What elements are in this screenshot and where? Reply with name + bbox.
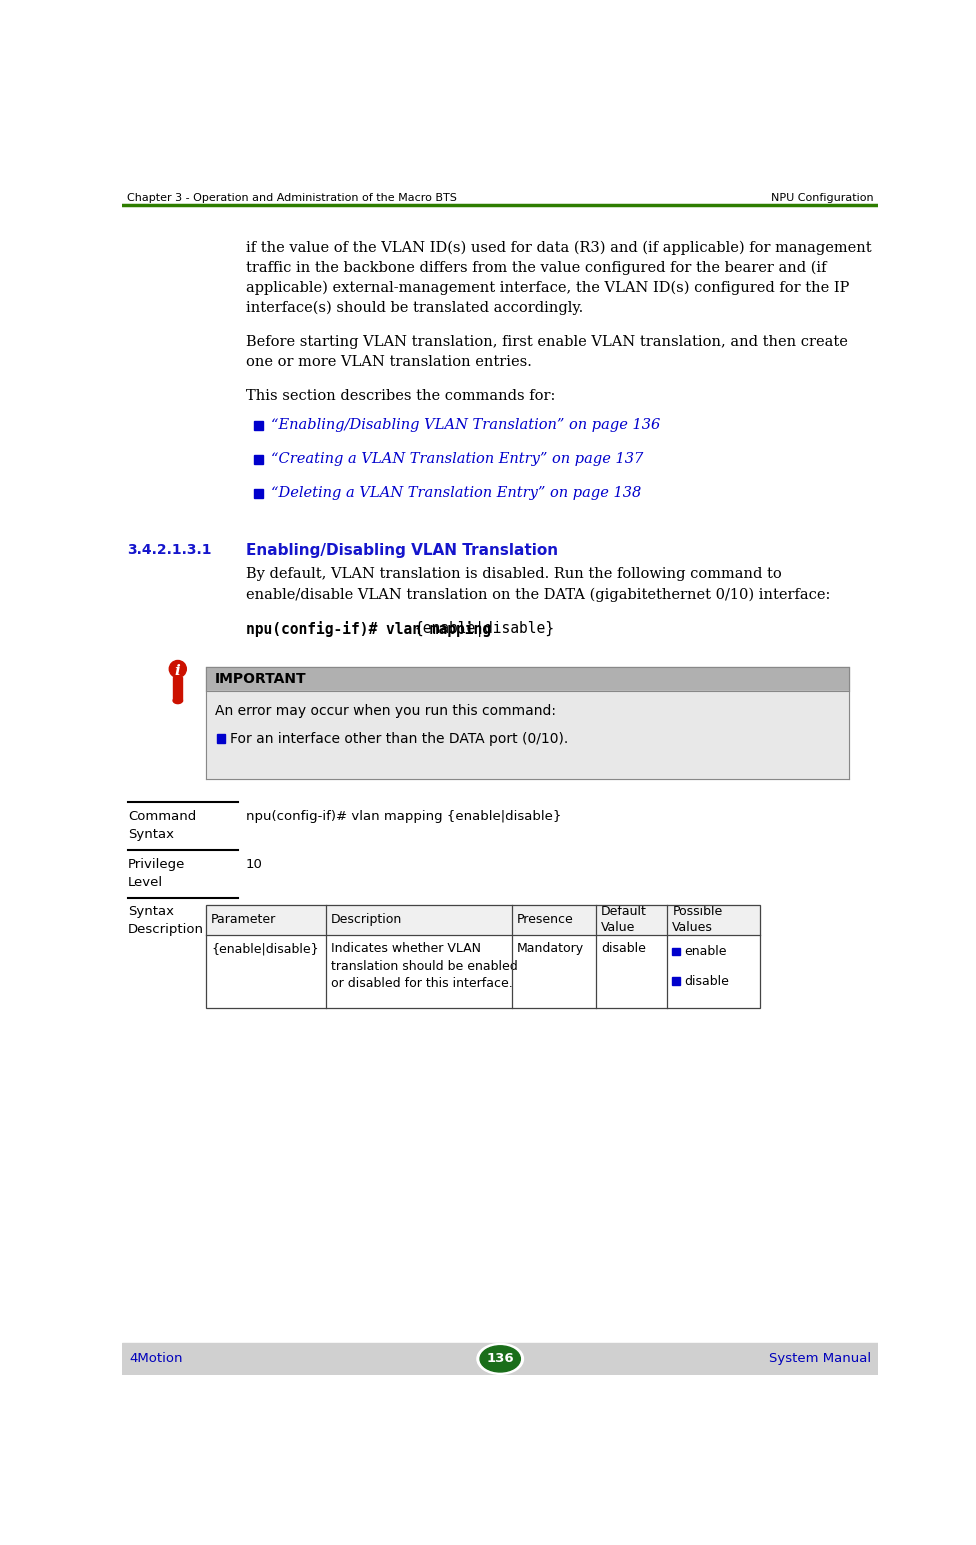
Text: Privilege
Level: Privilege Level [128, 857, 185, 888]
Bar [122, 1343, 878, 1375]
Ellipse shape [169, 661, 186, 677]
Text: disable: disable [601, 942, 646, 955]
Text: Chapter 3 - Operation and Administration of the Macro BTS: Chapter 3 - Operation and Administration… [127, 193, 457, 202]
Text: System Manual: System Manual [768, 1352, 871, 1366]
Bar [206, 691, 849, 779]
Text: disable: disable [684, 975, 729, 987]
Text: interface(s) should be translated accordingly.: interface(s) should be translated accord… [246, 301, 584, 315]
Text: “Deleting a VLAN Translation Entry” on page 138: “Deleting a VLAN Translation Entry” on p… [270, 485, 641, 499]
Bar [254, 422, 264, 430]
Text: By default, VLAN translation is disabled. Run the following command to: By default, VLAN translation is disabled… [246, 567, 782, 581]
Text: Mandatory: Mandatory [517, 942, 585, 955]
Text: Parameter: Parameter [211, 913, 276, 927]
Text: one or more VLAN translation entries.: one or more VLAN translation entries. [246, 355, 532, 369]
Text: Presence: Presence [517, 913, 574, 927]
Text: NPU Configuration: NPU Configuration [771, 193, 874, 202]
Bar [672, 976, 680, 984]
Ellipse shape [477, 1344, 523, 1375]
Bar [206, 905, 760, 1007]
Ellipse shape [173, 697, 183, 703]
Text: 4Motion: 4Motion [130, 1352, 183, 1366]
Text: “Creating a VLAN Translation Entry” on page 137: “Creating a VLAN Translation Entry” on p… [270, 451, 643, 467]
Bar [173, 677, 183, 700]
Text: npu(config-if)# vlan mapping {enable|disable}: npu(config-if)# vlan mapping {enable|dis… [246, 810, 561, 823]
Text: enable: enable [684, 946, 726, 958]
Ellipse shape [480, 1346, 520, 1372]
Bar [206, 667, 849, 691]
Text: Possible
Values: Possible Values [672, 905, 722, 935]
Text: This section describes the commands for:: This section describes the commands for: [246, 389, 555, 403]
Text: applicable) external-management interface, the VLAN ID(s) configured for the IP: applicable) external-management interfac… [246, 281, 849, 295]
Text: Syntax
Description: Syntax Description [128, 905, 204, 936]
Text: For an interface other than the DATA port (0/10).: For an interface other than the DATA por… [230, 732, 569, 746]
Bar [206, 935, 760, 1007]
Text: 10: 10 [246, 857, 263, 871]
Text: npu(config-if)# vlan mapping: npu(config-if)# vlan mapping [246, 621, 500, 637]
Bar [254, 454, 264, 463]
Text: {enable|disable}: {enable|disable} [415, 621, 554, 637]
Text: Command
Syntax: Command Syntax [128, 810, 196, 840]
Text: Enabling/Disabling VLAN Translation: Enabling/Disabling VLAN Translation [246, 542, 558, 558]
Bar [217, 734, 225, 743]
Text: Description: Description [331, 913, 402, 927]
Bar [672, 947, 680, 955]
Text: enable/disable VLAN translation on the DATA (gigabitethernet 0/10) interface:: enable/disable VLAN translation on the D… [246, 587, 831, 601]
Text: {enable|disable}: {enable|disable} [211, 942, 319, 955]
Text: 3.4.2.1.3.1: 3.4.2.1.3.1 [127, 542, 211, 556]
Text: Default
Value: Default Value [601, 905, 647, 935]
Text: Indicates whether VLAN
translation should be enabled
or disabled for this interf: Indicates whether VLAN translation shoul… [331, 942, 518, 990]
Text: if the value of the VLAN ID(s) used for data (R3) and (if applicable) for manage: if the value of the VLAN ID(s) used for … [246, 241, 872, 255]
Bar [206, 905, 760, 935]
Text: IMPORTANT: IMPORTANT [215, 672, 306, 686]
Text: An error may occur when you run this command:: An error may occur when you run this com… [215, 705, 556, 718]
Bar [254, 488, 264, 497]
Text: traffic in the backbone differs from the value configured for the bearer and (if: traffic in the backbone differs from the… [246, 261, 827, 275]
Text: i: i [175, 664, 181, 678]
Text: “Enabling/Disabling VLAN Translation” on page 136: “Enabling/Disabling VLAN Translation” on… [270, 419, 660, 433]
Text: 136: 136 [486, 1352, 514, 1366]
Text: Before starting VLAN translation, first enable VLAN translation, and then create: Before starting VLAN translation, first … [246, 335, 848, 349]
